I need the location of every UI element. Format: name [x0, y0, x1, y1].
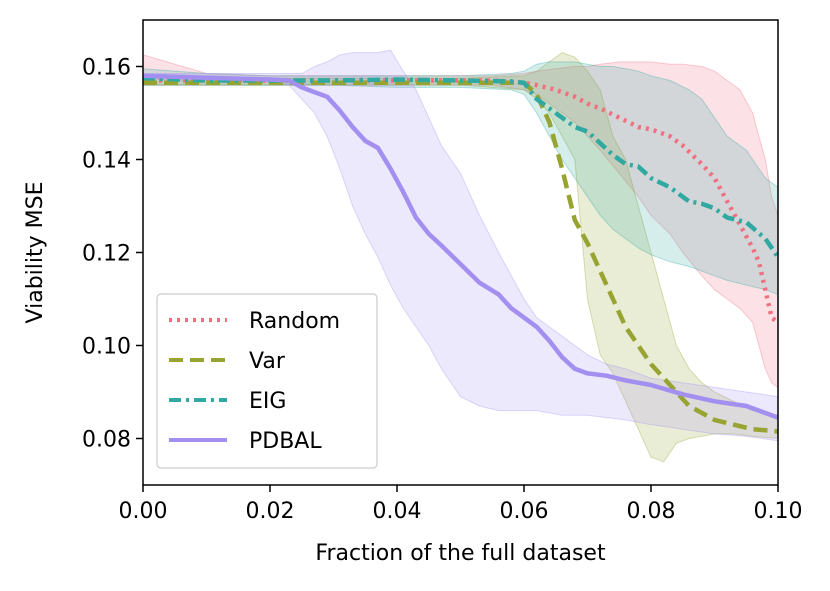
var-series-line: [143, 80, 779, 434]
eig-series-line: [142, 75, 780, 259]
x-axis-label: Fraction of the full dataset: [315, 541, 606, 566]
y-axis-label: Viability MSE: [23, 182, 48, 324]
x-tick-label: 0.10: [754, 499, 803, 524]
y-axis-ticks: 0.08 0.10 0.12 0.14 0.16: [82, 56, 143, 453]
pdbal-series-line: [142, 73, 779, 420]
y-tick-label: 0.10: [82, 335, 131, 360]
legend-label-random: Random: [249, 309, 340, 334]
x-tick-label: 0.08: [627, 499, 676, 524]
legend: Random Var EIG PDBAL: [156, 293, 378, 469]
y-tick-label: 0.08: [82, 428, 131, 453]
x-tick-label: 0.04: [373, 499, 422, 524]
y-tick-label: 0.16: [82, 56, 131, 81]
x-axis-ticks: 0.00 0.02 0.04 0.06 0.08 0.10: [119, 485, 803, 524]
series-lines: [142, 73, 780, 434]
legend-label-pdbal: PDBAL: [249, 429, 322, 454]
legend-label-var: Var: [249, 349, 286, 374]
legend-box: [156, 293, 378, 469]
x-tick-label: 0.02: [246, 499, 295, 524]
y-tick-label: 0.14: [82, 149, 131, 174]
y-tick-label: 0.12: [82, 242, 131, 267]
legend-label-eig: EIG: [249, 389, 286, 414]
x-tick-label: 0.00: [119, 499, 168, 524]
x-tick-label: 0.06: [500, 499, 549, 524]
